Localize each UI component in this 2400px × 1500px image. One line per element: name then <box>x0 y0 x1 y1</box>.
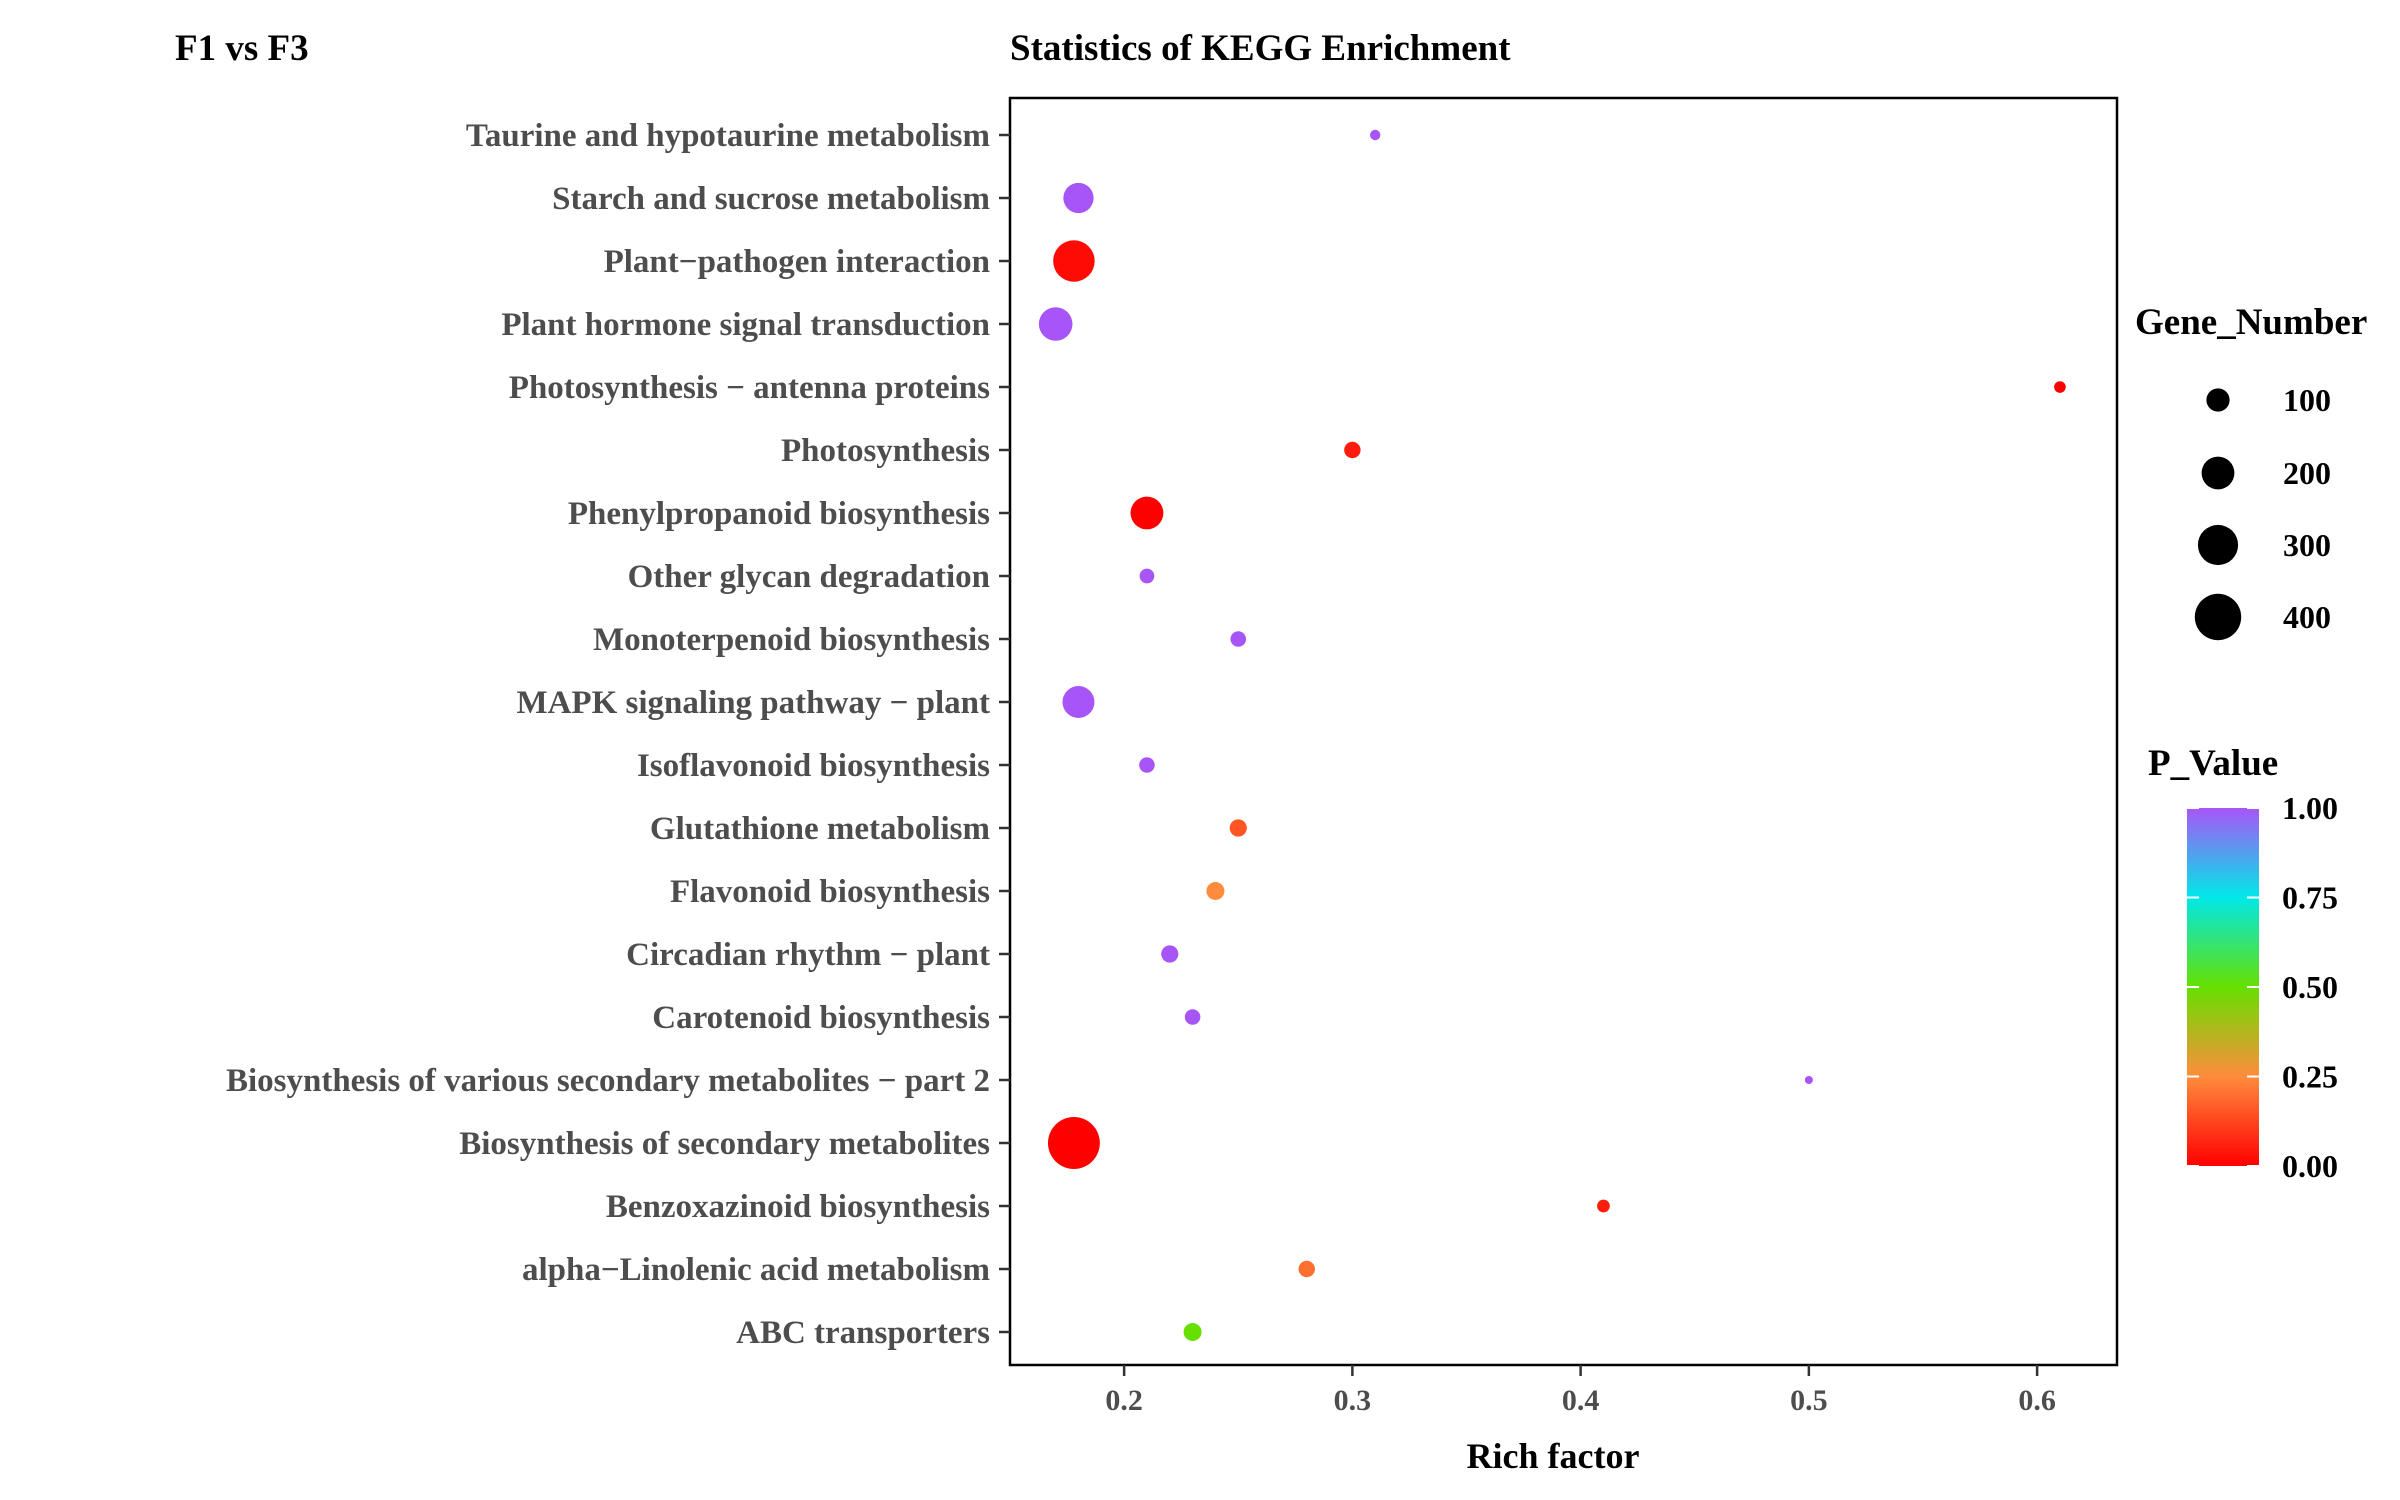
gene-number-legend-dot <box>2197 524 2239 566</box>
y-tick-label: Flavonoid biosynthesis <box>670 874 990 910</box>
data-point <box>1063 182 1094 214</box>
data-point <box>1047 1117 1100 1169</box>
gene-number-legend-label: 400 <box>2283 599 2331 635</box>
data-point <box>1804 1075 1813 1085</box>
x-tick-label: 0.6 <box>2018 1384 2056 1417</box>
p-value-legend: P_Value 1.00 0.75 0.50 0.25 0.00 <box>2148 743 2338 1184</box>
colorbar-tick-label: 0.25 <box>2282 1059 2338 1095</box>
data-point <box>1206 882 1225 900</box>
gene-number-legend-dot <box>2194 593 2242 641</box>
colorbar-tick-label: 0.75 <box>2282 880 2338 916</box>
data-point <box>1184 1009 1201 1025</box>
y-tick-label: Taurine and hypotaurine metabolism <box>466 118 990 154</box>
colorbar-tick-label: 0.50 <box>2282 969 2338 1005</box>
y-tick-label: Isoflavonoid biosynthesis <box>637 748 990 784</box>
data-point <box>1130 496 1164 530</box>
y-tick-label: Carotenoid biosynthesis <box>652 1000 990 1036</box>
x-axis-title: Rich factor <box>1467 1436 1640 1476</box>
data-point <box>1139 568 1155 584</box>
y-tick-label: Biosynthesis of various secondary metabo… <box>226 1063 990 1099</box>
gene-number-legend-label: 100 <box>2283 382 2331 418</box>
data-point <box>1139 757 1155 773</box>
x-tick-label: 0.4 <box>1562 1384 1600 1417</box>
y-tick-label: MAPK signaling pathway − plant <box>516 685 990 721</box>
colorbar-tick-label: 0.00 <box>2282 1148 2338 1184</box>
p-value-legend-title: P_Value <box>2148 743 2278 784</box>
y-axis: Taurine and hypotaurine metabolism Starch… <box>226 118 1010 1351</box>
y-tick-label: Plant−pathogen interaction <box>604 244 990 280</box>
data-points <box>1038 129 2066 1341</box>
y-tick-label: Circadian rhythm − plant <box>626 937 990 973</box>
data-point <box>1183 1323 1202 1341</box>
data-point <box>1597 1199 1610 1213</box>
y-tick-label: Starch and sucrose metabolism <box>552 181 990 217</box>
gene-number-legend-label: 200 <box>2283 455 2331 491</box>
y-tick-label: Glutathione metabolism <box>650 811 990 847</box>
gene-number-legend-title: Gene_Number <box>2135 302 2367 343</box>
x-tick-label: 0.2 <box>1105 1384 1143 1417</box>
y-tick-label: Other glycan degradation <box>628 559 990 595</box>
y-tick-label: Plant hormone signal transduction <box>501 307 990 343</box>
gene-number-legend: Gene_Number 100 200 300 400 <box>2135 302 2367 641</box>
data-point <box>1229 819 1247 837</box>
plot-panel <box>1008 96 2119 1367</box>
y-tick-label: ABC transporters <box>736 1315 990 1351</box>
data-point <box>1298 1260 1315 1278</box>
comparison-label: F1 vs F3 <box>175 28 309 69</box>
x-tick-label: 0.3 <box>1334 1384 1372 1417</box>
colorbar-tick-label: 1.00 <box>2282 790 2338 826</box>
data-point <box>2054 381 2066 393</box>
y-tick-label: Monoterpenoid biosynthesis <box>593 622 990 658</box>
y-tick-label: alpha−Linolenic acid metabolism <box>522 1252 990 1288</box>
y-tick-label: Benzoxazinoid biosynthesis <box>606 1189 990 1225</box>
data-point <box>1370 129 1381 141</box>
data-point <box>1038 307 1073 341</box>
gene-number-legend-label: 300 <box>2283 527 2331 563</box>
data-point <box>1344 441 1361 459</box>
data-point <box>1062 686 1095 718</box>
chart-title: Statistics of KEGG Enrichment <box>1010 28 1511 69</box>
gene-number-legend-dot <box>2206 388 2230 412</box>
gene-number-legend-dot <box>2201 456 2235 490</box>
y-tick-label: Photosynthesis <box>781 433 990 469</box>
y-tick-label: Biosynthesis of secondary metabolites <box>459 1126 990 1162</box>
data-point <box>1161 945 1179 963</box>
y-tick-label: Photosynthesis − antenna proteins <box>509 370 990 406</box>
data-point <box>1053 240 1095 282</box>
x-tick-label: 0.5 <box>1790 1384 1828 1417</box>
data-point <box>1230 631 1247 647</box>
y-tick-label: Phenylpropanoid biosynthesis <box>568 496 990 532</box>
x-axis: 0.2 0.3 0.4 0.5 0.6 <box>1105 1365 2056 1417</box>
